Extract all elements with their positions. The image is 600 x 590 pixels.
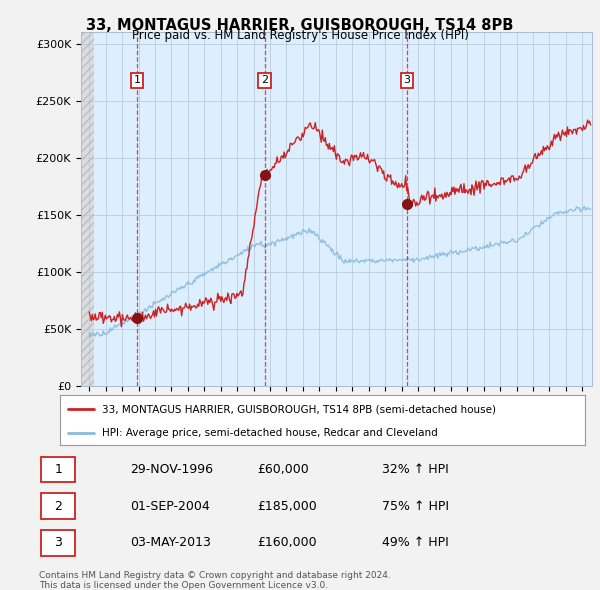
Text: £185,000: £185,000 [257, 500, 317, 513]
Text: 75% ↑ HPI: 75% ↑ HPI [382, 500, 449, 513]
Text: 33, MONTAGUS HARRIER, GUISBOROUGH, TS14 8PB: 33, MONTAGUS HARRIER, GUISBOROUGH, TS14 … [86, 18, 514, 32]
Text: £160,000: £160,000 [257, 536, 317, 549]
Text: 32% ↑ HPI: 32% ↑ HPI [382, 463, 448, 476]
Text: £60,000: £60,000 [257, 463, 309, 476]
Text: 03-MAY-2013: 03-MAY-2013 [131, 536, 211, 549]
Text: 2: 2 [54, 500, 62, 513]
FancyBboxPatch shape [41, 457, 75, 483]
Text: HPI: Average price, semi-detached house, Redcar and Cleveland: HPI: Average price, semi-detached house,… [102, 428, 438, 438]
Text: 49% ↑ HPI: 49% ↑ HPI [382, 536, 448, 549]
Text: 3: 3 [404, 76, 410, 86]
Bar [81, 32, 94, 386]
Text: Contains HM Land Registry data © Crown copyright and database right 2024.: Contains HM Land Registry data © Crown c… [39, 571, 391, 580]
Text: 01-SEP-2004: 01-SEP-2004 [131, 500, 210, 513]
Text: 1: 1 [54, 463, 62, 476]
Text: 33, MONTAGUS HARRIER, GUISBOROUGH, TS14 8PB (semi-detached house): 33, MONTAGUS HARRIER, GUISBOROUGH, TS14 … [102, 404, 496, 414]
Text: 2: 2 [261, 76, 268, 86]
Text: 3: 3 [54, 536, 62, 549]
Text: This data is licensed under the Open Government Licence v3.0.: This data is licensed under the Open Gov… [39, 581, 328, 589]
FancyBboxPatch shape [41, 493, 75, 519]
Text: Price paid vs. HM Land Registry's House Price Index (HPI): Price paid vs. HM Land Registry's House … [131, 30, 469, 42]
Bar [81, 32, 94, 386]
Text: 29-NOV-1996: 29-NOV-1996 [131, 463, 214, 476]
Text: 1: 1 [134, 76, 140, 86]
FancyBboxPatch shape [41, 530, 75, 556]
